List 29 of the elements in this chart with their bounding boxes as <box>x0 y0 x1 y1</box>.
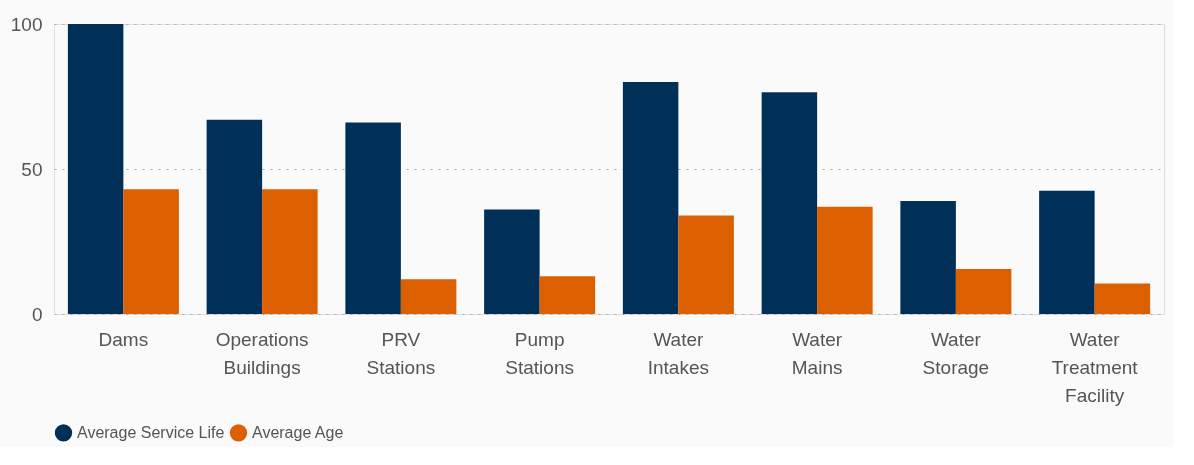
bar <box>484 209 540 314</box>
legend-label: Average Age <box>252 423 344 441</box>
y-tick-label: 100 <box>10 13 43 35</box>
x-tick-label: Pump Stations <box>505 328 574 378</box>
bar <box>900 200 956 314</box>
bar <box>206 119 263 314</box>
bar <box>1039 190 1095 314</box>
x-tick-label: Water Treatment Facility <box>1051 328 1139 406</box>
bar <box>622 82 679 314</box>
bar <box>761 92 818 314</box>
legend-label: Average Service Life <box>77 423 225 441</box>
bar <box>817 206 873 314</box>
bar <box>539 276 596 314</box>
bar <box>262 189 318 314</box>
y-tick-label: 0 <box>31 303 43 325</box>
y-tick-label: 50 <box>21 158 43 180</box>
x-tick-label: Water Mains <box>791 328 843 378</box>
bar <box>67 24 124 314</box>
bar <box>678 215 734 314</box>
x-tick-label: PRV Stations <box>366 328 436 378</box>
x-tick-label: Operations Buildings <box>215 328 309 378</box>
bar <box>400 279 457 314</box>
bar <box>123 189 179 314</box>
bar <box>345 122 401 314</box>
x-tick-label: Water Intakes <box>647 328 710 378</box>
x-tick-label: Water Storage <box>922 328 990 378</box>
x-tick-label: Dams <box>98 328 149 350</box>
bar <box>955 269 1012 314</box>
bar <box>1094 283 1151 314</box>
